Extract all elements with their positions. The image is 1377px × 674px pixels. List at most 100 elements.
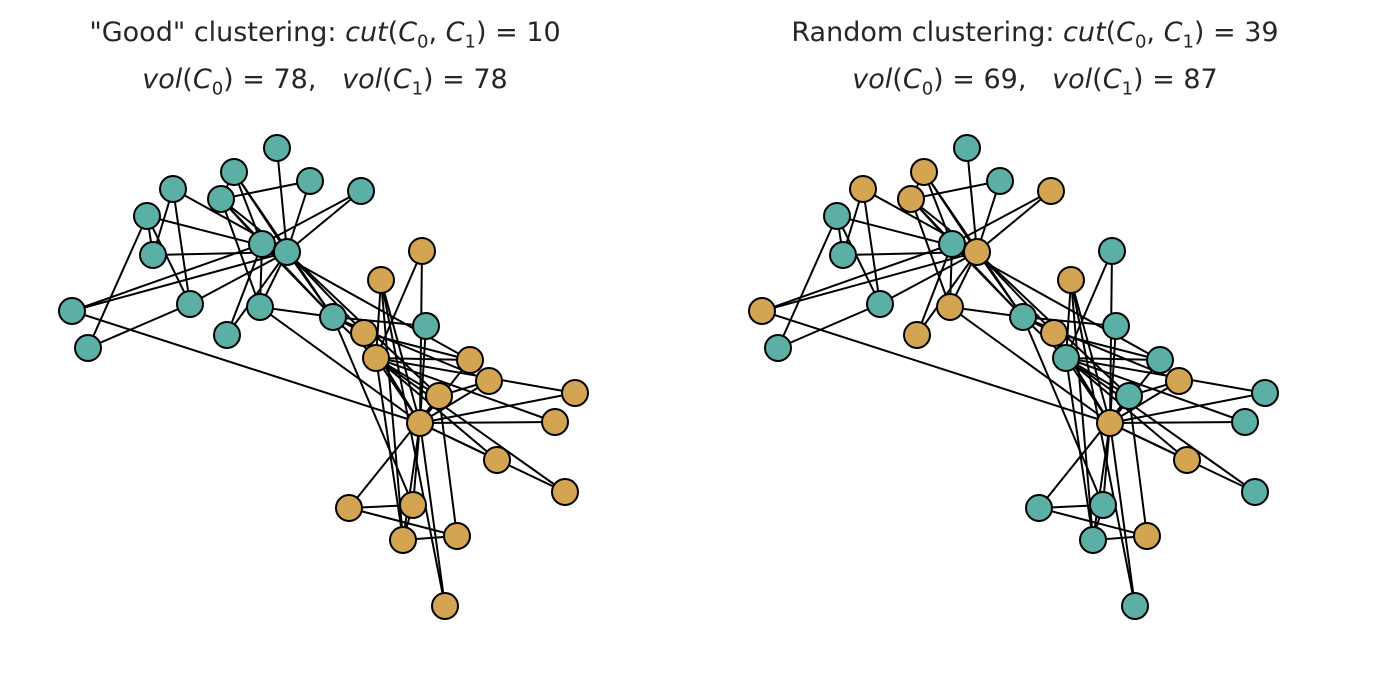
graph-node-1 — [248, 230, 276, 258]
graph-node-5 — [176, 290, 204, 318]
graph-node-15 — [541, 408, 569, 436]
graph-node-12 — [986, 167, 1014, 195]
graph-node-20 — [1098, 237, 1126, 265]
graph-node-3 — [207, 185, 235, 213]
graph-node-26 — [431, 592, 459, 620]
graph-edge — [879, 251, 978, 305]
graph-node-9 — [412, 312, 440, 340]
graph-edge — [375, 357, 566, 493]
graph-edge — [862, 188, 881, 305]
graph-edge — [380, 279, 421, 424]
graph-edge — [189, 251, 288, 305]
graph-edge — [332, 316, 427, 327]
graph-edge — [438, 395, 458, 537]
good-clustering-panel: "Good" clustering: cut(C0, C1) = 10 vol(… — [0, 14, 650, 620]
graph-node-20 — [408, 237, 436, 265]
random-clustering-panel: Random clustering: cut(C0, C1) = 39 vol(… — [690, 0, 1377, 674]
graph-node-31 — [1115, 382, 1143, 410]
graph-node-25 — [443, 522, 471, 550]
graph-edge — [951, 190, 1052, 245]
graph-node-29 — [1057, 266, 1085, 294]
graph-node-33 — [406, 409, 434, 437]
graph-node-10 — [159, 175, 187, 203]
panel-title: Random clustering: cut(C0, C1) = 39 vol(… — [710, 14, 1360, 109]
graph-edge — [87, 215, 148, 349]
title-prefix: "Good" clustering: — [89, 17, 346, 48]
graph-node-17 — [347, 177, 375, 205]
graph-edge — [332, 316, 414, 506]
graph-edge — [1065, 357, 1256, 493]
graph-node-26 — [1121, 592, 1149, 620]
graph-node-14 — [1241, 478, 1269, 506]
graph-node-16 — [764, 334, 792, 362]
graph-node-22 — [1173, 446, 1201, 474]
graph-node-5 — [866, 290, 894, 318]
graph-edge — [375, 357, 576, 394]
graph-edge — [1022, 316, 1104, 506]
graph-edge — [1070, 279, 1111, 424]
graph-edge — [1128, 395, 1148, 537]
graph-edge — [1065, 357, 1266, 394]
graph-node-33 — [1096, 409, 1124, 437]
graph-node-7 — [220, 158, 248, 186]
graph-edge — [87, 303, 191, 349]
graph-edge — [419, 421, 556, 424]
graph-edge — [71, 310, 421, 424]
graph-edge — [910, 180, 1001, 200]
graph-node-12 — [296, 167, 324, 195]
graph-edge — [363, 332, 471, 361]
graph-node-28 — [1165, 367, 1193, 395]
graph-edge — [1070, 279, 1094, 541]
graph-edge — [1038, 507, 1148, 537]
vol0-value: 69 — [983, 64, 1018, 96]
graph-node-2 — [1009, 303, 1037, 331]
graph-node-21 — [213, 321, 241, 349]
graph-edge — [146, 215, 191, 305]
graph-node-8 — [350, 319, 378, 347]
graph-edge — [419, 422, 498, 461]
graph-node-6 — [823, 202, 851, 230]
graph-edge — [1065, 357, 1161, 361]
graph-edge — [1022, 316, 1117, 327]
network-graph — [748, 134, 1279, 620]
graph-node-32 — [1052, 344, 1080, 372]
graph-node-2 — [319, 303, 347, 331]
graph-edge — [380, 279, 404, 541]
graph-node-23 — [389, 526, 417, 554]
cut-value: 39 — [1244, 17, 1279, 48]
graph-node-11 — [953, 134, 981, 162]
graph-node-0 — [963, 238, 991, 266]
graph-edge — [761, 243, 953, 312]
graph-node-22 — [483, 446, 511, 474]
graph-node-3 — [897, 185, 925, 213]
graph-node-27 — [399, 491, 427, 519]
graph-edge — [1070, 279, 1136, 607]
vol1-value: 87 — [1183, 64, 1218, 96]
graph-node-27 — [1089, 491, 1117, 519]
graph-node-19 — [58, 297, 86, 325]
graph-node-14 — [551, 478, 579, 506]
graph-edge — [1065, 250, 1113, 359]
vol0-value: 78 — [273, 64, 308, 96]
graph-node-21 — [903, 321, 931, 349]
graph-edge — [836, 215, 881, 305]
graph-node-0 — [273, 238, 301, 266]
graph-edge — [966, 147, 978, 253]
graph-edge — [419, 422, 446, 607]
graph-edge — [402, 422, 421, 541]
vol1-value: 78 — [473, 64, 508, 96]
graph-edge — [375, 357, 404, 541]
graph-node-17 — [1037, 177, 1065, 205]
graph-node-4 — [139, 241, 167, 269]
graph-edge — [1109, 422, 1136, 607]
title-line-1: "Good" clustering: cut(C0, C1) = 10 — [89, 17, 561, 53]
graph-edge — [949, 306, 1111, 424]
graph-node-18 — [1251, 379, 1279, 407]
graph-edge — [276, 147, 288, 253]
graph-edge — [761, 310, 1111, 424]
graph-edge — [1109, 421, 1246, 424]
graph-edge — [259, 306, 421, 424]
graph-node-16 — [74, 334, 102, 362]
graph-node-30 — [456, 346, 484, 374]
panel-title: "Good" clustering: cut(C0, C1) = 10 vol(… — [0, 14, 650, 109]
